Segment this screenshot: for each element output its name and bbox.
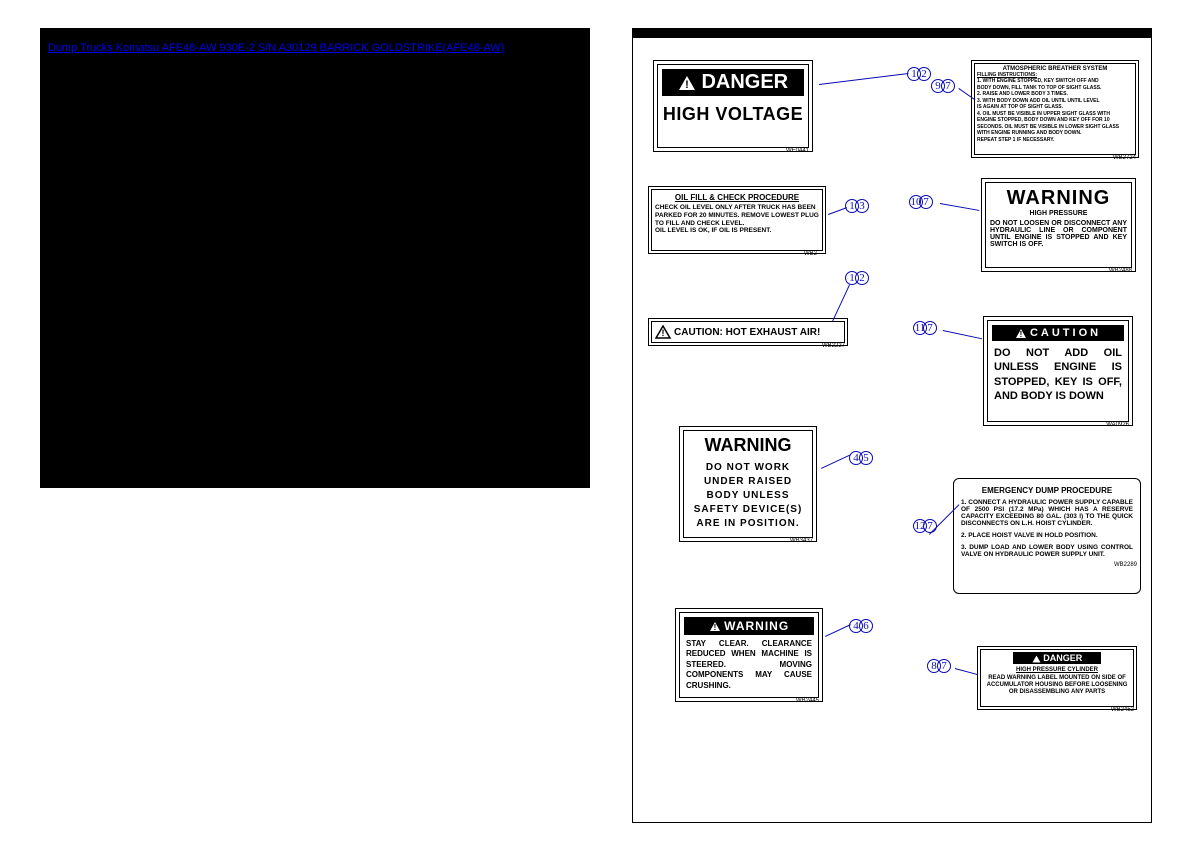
danger-cyl-header: DANGER <box>1043 653 1082 663</box>
plate-atmospheric-breather: ATMOSPHERIC BREATHER SYSTEM FILLING INST… <box>971 60 1139 158</box>
emerg-title: EMERGENCY DUMP PROCEDURE <box>961 486 1133 495</box>
caution-header: CAUTION <box>1030 327 1101 339</box>
callout-5: 12 <box>847 270 867 286</box>
svg-text:!: ! <box>662 328 665 338</box>
plate-code: WE0441 <box>657 148 809 154</box>
plate-code: WB2724 <box>974 155 1136 161</box>
warn-hp-body: DO NOT LOOSEN OR DISCONNECT ANY HYDRAULI… <box>990 217 1127 248</box>
plate-warning-steer: ! WARNING STAY CLEAR. CLEARANCE REDUCED … <box>675 608 823 702</box>
plate-emergency-dump: EMERGENCY DUMP PROCEDURE 1. CONNECT A HY… <box>953 478 1141 594</box>
emerg-l1: 1. CONNECT A HYDRAULIC POWER SUPPLY CAPA… <box>961 499 1133 527</box>
plate-hot-exhaust: ! CAUTION: HOT EXHAUST AIR! WB2227 <box>648 318 848 346</box>
plate-danger-cylinder: DANGER HIGH PRESSURE CYLINDER READ WARNI… <box>977 646 1137 710</box>
warn-steer-body: STAY CLEAR. CLEARANCE REDUCED WHEN MACHI… <box>684 635 814 695</box>
plate-code: WB2289 <box>957 562 1137 568</box>
warning-triangle-icon <box>1032 655 1041 663</box>
callout-line <box>821 454 850 468</box>
plate-caution-oil: ! CAUTION DO NOT ADD OIL UNLESS ENGINE I… <box>983 316 1133 426</box>
callout-line <box>940 203 980 211</box>
svg-text:!: ! <box>1020 330 1023 339</box>
atm-l9: REPEAT STEP 1 IF NECESSARY. <box>977 137 1133 144</box>
callout-line <box>955 668 978 675</box>
plate-code: WB3437 <box>683 538 813 544</box>
plate-code: WB2452 <box>980 707 1134 713</box>
callout-10: 87 <box>929 658 949 674</box>
plate-warning-body: WARNING DO NOT WORK UNDER RAISED BODY UN… <box>679 426 817 542</box>
callout-line <box>832 285 850 322</box>
plate-code: WB2— <box>651 251 823 257</box>
plate-code: WB2227 <box>651 343 845 349</box>
emerg-l2: 2. PLACE HOIST VALVE IN HOLD POSITION. <box>961 532 1133 539</box>
svg-text:!: ! <box>713 623 716 632</box>
warning-triangle-icon: ! <box>709 621 721 632</box>
callout-4: 107 <box>911 194 931 210</box>
callout-2: 97 <box>933 78 953 94</box>
atm-l6: ENGINE STOPPED, BODY DOWN AND KEY OFF FO… <box>977 117 1133 124</box>
warning-triangle-icon: ! <box>655 325 671 339</box>
link-part-1: Dump Trucks Komatsu <box>48 42 159 54</box>
callout-line <box>943 330 982 339</box>
warn-hp-sub: HIGH PRESSURE <box>990 210 1127 217</box>
warning-triangle-icon: ! <box>1015 328 1027 339</box>
warning-plates-diagram: ! DANGER HIGH VOLTAGE WE0441 ATMOSPHERIC… <box>632 28 1152 823</box>
callout-1: 12 <box>909 66 929 82</box>
callout-line <box>819 73 908 85</box>
caution-oil-body: DO NOT ADD OIL UNLESS ENGINE IS STOPPED,… <box>992 341 1124 408</box>
plate-code: WA0926 <box>987 422 1129 428</box>
warn-hp-header: WARNING <box>990 187 1127 210</box>
hot-exhaust-body: CAUTION: HOT EXHAUST AIR! <box>674 327 820 338</box>
callout-line <box>825 624 851 637</box>
oil-body: CHECK OIL LEVEL ONLY AFTER TRUCK HAS BEE… <box>655 204 819 235</box>
plate-danger-high-voltage: ! DANGER HIGH VOLTAGE WE0441 <box>653 60 813 152</box>
emerg-l3: 3. DUMP LOAD AND LOWER BODY USING CONTRO… <box>961 544 1133 558</box>
callout-line <box>828 207 847 215</box>
document-title-link[interactable]: Dump Trucks Komatsu AFE48-AW 930E-2 S/N … <box>40 28 590 55</box>
plate-oil-fill: OIL FILL & CHECK PROCEDURE CHECK OIL LEV… <box>648 186 826 254</box>
plate-warning-high-pressure: WARNING HIGH PRESSURE DO NOT LOOSEN OR D… <box>981 178 1136 272</box>
oil-title: OIL FILL & CHECK PROCEDURE <box>655 193 819 202</box>
warn-body-body: DO NOT WORK UNDER RAISED BODY UNLESS SAF… <box>688 456 808 536</box>
warn-body-header: WARNING <box>688 435 808 456</box>
callout-6: 117 <box>915 320 935 336</box>
link-part-2: AFE48-AW 930E-2 S/N A30129 BARRICK GOLDS… <box>162 42 505 54</box>
plate-code: WB2488 <box>985 268 1132 274</box>
callout-3: 13 <box>847 198 867 214</box>
svg-text:!: ! <box>685 79 689 91</box>
callout-9: 46 <box>851 618 871 634</box>
plate-code: WB2445 <box>679 698 819 704</box>
callout-7: 45 <box>851 450 871 466</box>
warn-steer-header: WARNING <box>724 619 789 633</box>
danger-cyl-body: READ WARNING LABEL MOUNTED ON SIDE OF AC… <box>983 673 1131 699</box>
danger-hv-body: HIGH VOLTAGE <box>662 96 804 125</box>
atm-lines: 1. WITH ENGINE STOPPED, KEY SWITCH OFF A… <box>977 78 1133 143</box>
danger-header: DANGER <box>701 71 788 93</box>
left-black-panel: Dump Trucks Komatsu AFE48-AW 930E-2 S/N … <box>40 28 590 488</box>
warning-triangle-icon: ! <box>678 75 696 91</box>
